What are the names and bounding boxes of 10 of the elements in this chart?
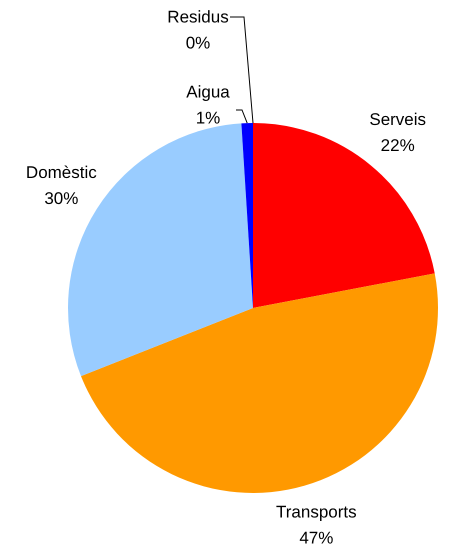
slice-label: Domèstic xyxy=(26,163,98,182)
text: 0% xyxy=(186,34,210,53)
data-label: 30% xyxy=(44,189,78,208)
slice-label: Serveis xyxy=(369,110,426,129)
data-label: 47% xyxy=(299,528,334,548)
data-label: 22% xyxy=(380,136,415,155)
category-label: Residus xyxy=(167,8,229,27)
slice-label: Aigua xyxy=(186,82,230,102)
data-label: 1% xyxy=(196,108,220,128)
slice-label: Transports xyxy=(276,502,357,522)
